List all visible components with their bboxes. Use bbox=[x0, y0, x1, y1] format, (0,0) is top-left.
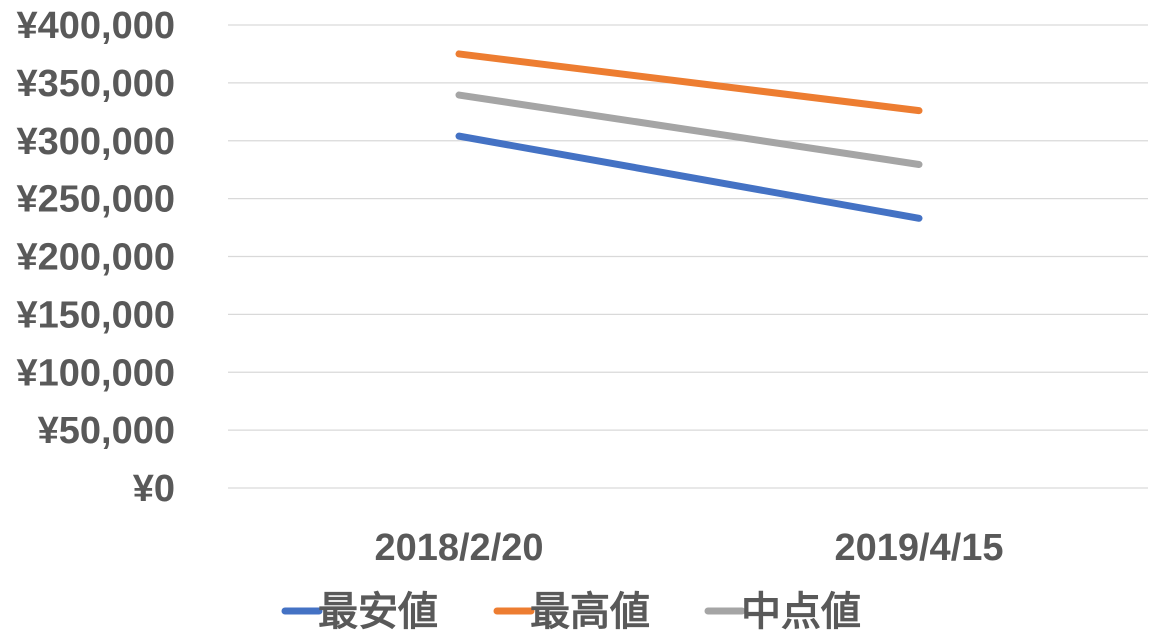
legend-item: 中点値 bbox=[704, 589, 861, 635]
y-axis-tick-labels: ¥0 ¥50,000 ¥100,000 ¥150,000 ¥200,000 ¥250,00… bbox=[17, 5, 176, 510]
y-tick-label: ¥400,000 bbox=[17, 5, 176, 47]
y-tick-label: ¥50,000 bbox=[38, 410, 175, 452]
legend-item: 最安値 bbox=[281, 589, 438, 635]
x-tick-label: 2019/4/15 bbox=[834, 527, 1003, 569]
legend-item: 最高値 bbox=[493, 589, 650, 635]
y-tick-label: ¥0 bbox=[133, 468, 175, 510]
y-tick-label: ¥250,000 bbox=[17, 179, 176, 221]
gridlines bbox=[228, 24, 1148, 489]
series-line-1 bbox=[455, 132, 923, 222]
x-tick-label: 2018/2/20 bbox=[374, 527, 543, 569]
y-tick-label: ¥200,000 bbox=[17, 237, 176, 279]
y-tick-label: ¥300,000 bbox=[17, 121, 176, 163]
legend-label: 最高値 bbox=[530, 589, 650, 635]
legend: 最安値 最高値 中点値 bbox=[281, 589, 861, 635]
x-axis-tick-labels: 2018/2/20 2019/4/15 bbox=[374, 527, 1003, 569]
series-line-2 bbox=[455, 50, 923, 115]
series-line-3 bbox=[455, 91, 923, 168]
legend-label: 中点値 bbox=[741, 589, 861, 635]
legend-label: 最安値 bbox=[318, 589, 438, 635]
series-lines bbox=[455, 50, 923, 222]
y-tick-label: ¥350,000 bbox=[17, 63, 176, 105]
y-tick-label: ¥150,000 bbox=[17, 294, 176, 336]
y-tick-label: ¥100,000 bbox=[17, 352, 176, 394]
